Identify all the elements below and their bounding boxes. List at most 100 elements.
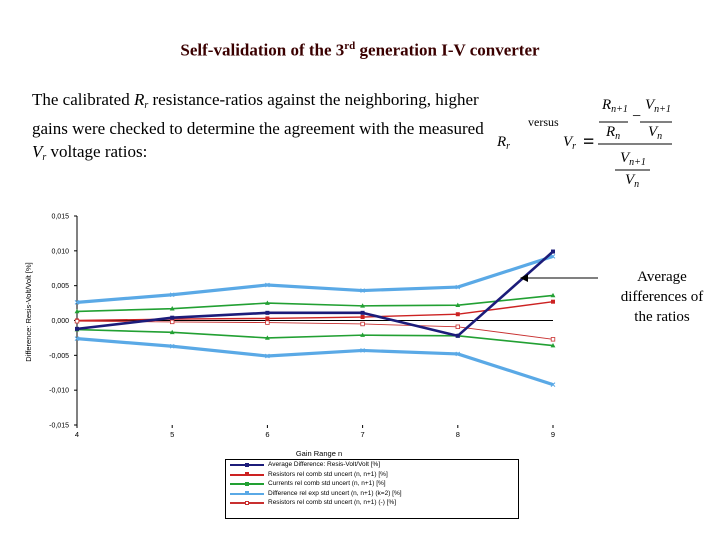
legend-marker <box>245 491 249 495</box>
intro-sub-v: r <box>42 152 47 163</box>
title-pre: Self-validation of the 3 <box>180 40 345 60</box>
chart-series <box>74 249 556 387</box>
intro-line-2: gains were checked to determine the agre… <box>32 119 484 138</box>
legend-entry: Resistors rel comb std uncert (n, n+1) (… <box>226 498 518 508</box>
data-point <box>265 282 270 288</box>
series-line <box>76 320 554 340</box>
formula-b-num: Vn+1 <box>620 150 646 168</box>
formula-b-den: Vn <box>625 172 639 190</box>
legend-entry: Average Difference: Resis-Volt/Volt [%] <box>226 460 518 470</box>
formula-v-num-var: V <box>645 97 655 113</box>
vr-sub: r <box>572 141 577 152</box>
data-point <box>360 315 365 320</box>
legend-marker <box>245 481 249 486</box>
intro-line-1-b: resistance-ratios against the neighborin… <box>148 90 479 109</box>
series-2 <box>74 292 556 314</box>
data-point <box>455 333 460 338</box>
data-point <box>170 315 175 320</box>
y-axis-label: Difference: Resis-Volt/Volt [%] <box>24 262 33 362</box>
x-tick-label: 5 <box>170 430 174 439</box>
series-6 <box>74 336 556 387</box>
data-point <box>265 335 270 340</box>
data-point <box>455 324 460 329</box>
x-tick-label: 6 <box>265 430 269 439</box>
rr-sub: r <box>506 141 511 152</box>
data-point <box>360 332 365 337</box>
data-point <box>169 329 175 335</box>
series-3 <box>74 254 556 305</box>
data-point <box>75 326 79 331</box>
data-point <box>455 312 460 317</box>
legend-label: Difference rel exp std uncert (n, n+1) (… <box>268 489 402 497</box>
legend-entry: Currents rel comb std uncert (n, n+1) [%… <box>226 479 518 489</box>
slide-title: Self-validation of the 3rd generation I-… <box>0 40 720 61</box>
data-point <box>360 321 365 327</box>
legend-entry: Resistors rel comb std uncert (n, n+1) [… <box>226 470 518 480</box>
legend-label: Resistors rel comb std uncert (n, n+1) (… <box>268 499 397 506</box>
data-point <box>74 336 80 341</box>
formula-b-den-var: V <box>625 172 635 188</box>
formula-r-den-sub: n <box>615 131 621 142</box>
data-point <box>265 320 270 325</box>
vr-v: V <box>563 134 573 150</box>
intro-line-3-b: voltage ratios: <box>46 142 148 161</box>
data-point <box>551 299 555 304</box>
data-point <box>455 302 461 307</box>
y-tick-label: 0,000 <box>51 318 69 325</box>
formula-v-den-var: V <box>648 124 658 140</box>
data-point <box>550 342 556 348</box>
legend-marker <box>245 500 249 505</box>
data-point <box>550 254 556 259</box>
data-point <box>550 337 556 342</box>
y-tick-label: -0,015 <box>49 423 69 430</box>
versus-label: versus <box>528 115 559 129</box>
legend-marker <box>245 472 249 476</box>
vr-symbol: Vr <box>563 134 576 152</box>
formula-b-num-var: V <box>620 150 630 166</box>
formula-r-num-var: R <box>602 97 612 113</box>
rr-r: R <box>497 134 507 150</box>
formula-v-num-sub: n+1 <box>654 104 671 115</box>
data-point <box>360 310 365 315</box>
legend-entry: Difference rel exp std uncert (n, n+1) (… <box>226 489 518 499</box>
intro-line-1: The calibrated Rr resistance-ratios agai… <box>32 88 512 117</box>
series-line <box>76 328 554 347</box>
data-point <box>265 353 270 359</box>
note-arrow-head <box>520 274 528 282</box>
data-point <box>74 300 80 305</box>
formula-r-num: Rn+1 <box>602 97 628 115</box>
data-point <box>74 308 80 314</box>
x-tick-label: 7 <box>361 430 365 439</box>
data-point <box>265 310 270 315</box>
formula-r-num-sub: n+1 <box>611 104 628 115</box>
legend-label: Resistors rel comb std uncert (n, n+1) [… <box>268 470 388 478</box>
data-point <box>455 284 461 290</box>
data-point <box>265 316 270 321</box>
formula-minus: − <box>632 108 642 125</box>
series-line <box>76 254 554 304</box>
x-tick-label: 9 <box>551 430 555 439</box>
data-point <box>550 292 556 298</box>
data-point <box>169 343 175 349</box>
chart-legend: Average Difference: Resis-Volt/Volt [%] R… <box>225 459 519 519</box>
y-tick-label: 0,015 <box>51 214 69 221</box>
intro-sub-r: r <box>144 100 149 111</box>
series-line <box>76 294 554 313</box>
series-4 <box>74 318 556 342</box>
data-point <box>455 351 461 357</box>
x-axis-label: Gain Range n <box>296 449 342 458</box>
chart-ticks: 0,015 0,010 0,005 0,000 -0,005 -0,010 -0,015 4 5… <box>49 214 555 440</box>
y-tick-label: -0,010 <box>49 388 69 395</box>
legend-label: Currents rel comb std uncert (n, n+1) [%… <box>268 480 386 487</box>
data-point <box>265 300 270 305</box>
series-line <box>76 337 554 387</box>
legend-marker <box>245 462 249 467</box>
x-tick-label: 4 <box>75 430 79 439</box>
intro-text: The calibrated Rr resistance-ratios agai… <box>32 88 512 169</box>
intro-line-3: Vr voltage ratios: <box>32 140 512 169</box>
data-point <box>360 288 365 293</box>
formula-v-den: Vn <box>648 124 662 142</box>
data-point <box>169 319 175 325</box>
data-point <box>169 306 175 311</box>
